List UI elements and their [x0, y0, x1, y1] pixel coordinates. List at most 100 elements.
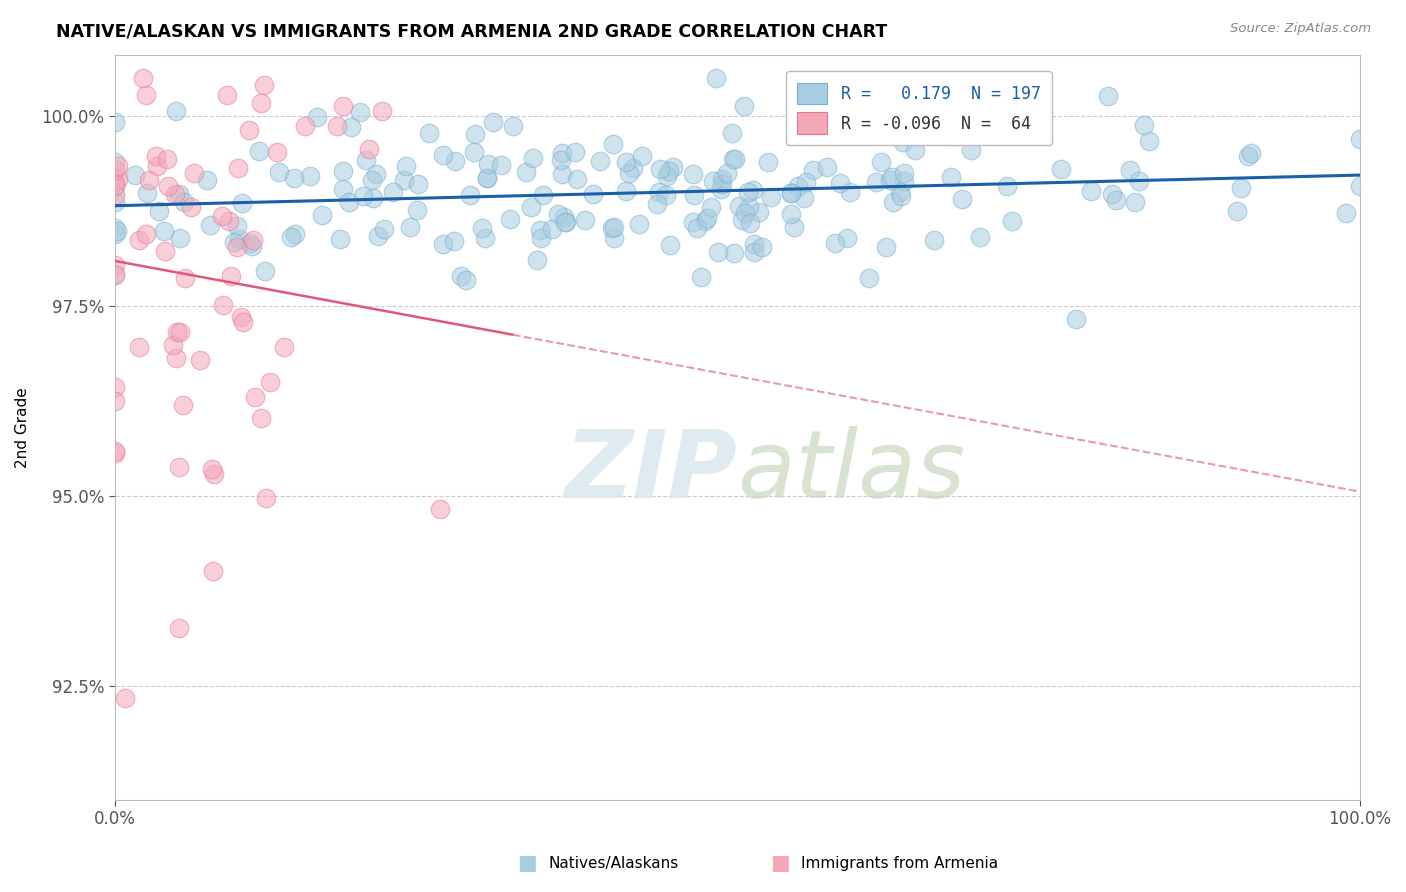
Point: [710, 182, 733, 196]
Point: [174, 270, 197, 285]
Point: [254, 491, 277, 505]
Point: [399, 219, 422, 234]
Point: [1119, 162, 1142, 177]
Point: [169, 186, 191, 201]
Point: [360, 173, 382, 187]
Point: [463, 145, 485, 159]
Point: [332, 182, 354, 196]
Point: [169, 325, 191, 339]
Text: Immigrants from Armenia: Immigrants from Armenia: [801, 856, 998, 871]
Point: [156, 178, 179, 193]
Point: [249, 95, 271, 110]
Point: [180, 200, 202, 214]
Point: [128, 340, 150, 354]
Point: [621, 161, 644, 175]
Text: Natives/Alaskans: Natives/Alaskans: [548, 856, 679, 871]
Point: [564, 145, 586, 159]
Point: [432, 148, 454, 162]
Point: [105, 224, 128, 238]
Point: [654, 187, 676, 202]
Point: [201, 461, 224, 475]
Point: [471, 221, 494, 235]
Point: [648, 185, 671, 199]
Point: [737, 200, 759, 214]
Point: [163, 186, 186, 201]
Point: [124, 168, 146, 182]
Point: [890, 188, 912, 202]
Point: [482, 115, 505, 129]
Point: [1133, 118, 1156, 132]
Point: [969, 230, 991, 244]
Point: [716, 166, 738, 180]
Point: [1097, 89, 1119, 103]
Point: [893, 173, 915, 187]
Point: [904, 143, 927, 157]
Point: [540, 222, 562, 236]
Point: [349, 105, 371, 120]
Point: [311, 208, 333, 222]
Text: NATIVE/ALASKAN VS IMMIGRANTS FROM ARMENIA 2ND GRADE CORRELATION CHART: NATIVE/ALASKAN VS IMMIGRANTS FROM ARMENI…: [56, 22, 887, 40]
Point: [737, 185, 759, 199]
Point: [103, 221, 125, 235]
Point: [686, 221, 709, 235]
Point: [787, 178, 810, 193]
Point: [169, 231, 191, 245]
Point: [779, 207, 801, 221]
Point: [145, 149, 167, 163]
Point: [683, 188, 706, 202]
Point: [928, 95, 950, 109]
Point: [367, 228, 389, 243]
Point: [693, 214, 716, 228]
Point: [1240, 146, 1263, 161]
Point: [939, 169, 962, 184]
Point: [879, 173, 901, 187]
Point: [382, 185, 405, 199]
Point: [357, 142, 380, 156]
Point: [700, 200, 723, 214]
Point: [474, 231, 496, 245]
Point: [574, 213, 596, 227]
Point: [218, 214, 240, 228]
Point: [835, 231, 858, 245]
Point: [554, 215, 576, 229]
Point: [526, 253, 548, 268]
Point: [602, 136, 624, 151]
Point: [339, 194, 361, 209]
Point: [1336, 206, 1358, 220]
Point: [103, 227, 125, 242]
Point: [756, 155, 779, 169]
Point: [114, 690, 136, 705]
Point: [779, 186, 801, 200]
Point: [894, 123, 917, 137]
Point: [458, 187, 481, 202]
Point: [477, 171, 499, 186]
Point: [728, 199, 751, 213]
Point: [135, 227, 157, 241]
Point: [477, 156, 499, 170]
Point: [704, 70, 727, 85]
Point: [162, 338, 184, 352]
Point: [134, 87, 156, 102]
Point: [690, 270, 713, 285]
Point: [782, 219, 804, 234]
Point: [555, 215, 578, 229]
Point: [922, 233, 945, 247]
Point: [1049, 161, 1071, 176]
Point: [103, 268, 125, 283]
Point: [103, 154, 125, 169]
Point: [801, 163, 824, 178]
Point: [107, 171, 129, 186]
Point: [128, 233, 150, 247]
Point: [1137, 134, 1160, 148]
Point: [332, 99, 354, 113]
Point: [104, 380, 127, 394]
Point: [589, 154, 612, 169]
Point: [408, 177, 430, 191]
Point: [710, 177, 733, 191]
Point: [364, 168, 387, 182]
Point: [231, 195, 253, 210]
Point: [132, 70, 155, 85]
Point: [197, 172, 219, 186]
Point: [103, 115, 125, 129]
Point: [617, 166, 640, 180]
